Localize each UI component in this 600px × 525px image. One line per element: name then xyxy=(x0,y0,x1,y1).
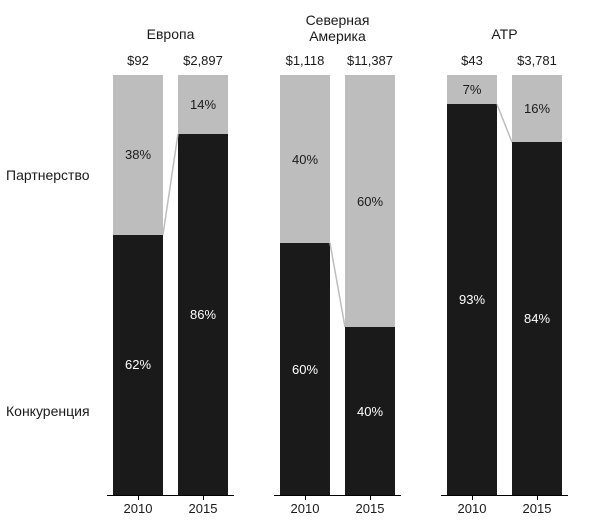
segment-label: 40% xyxy=(292,152,318,167)
side-label-partnership: Партнерство xyxy=(6,167,90,183)
segment-label: 14% xyxy=(190,97,216,112)
segment-partnership: 38% xyxy=(113,75,163,235)
axis-tick xyxy=(305,495,306,500)
segment-competition: 40% xyxy=(345,327,395,495)
segment-label: 84% xyxy=(524,311,550,326)
segment-label: 38% xyxy=(125,147,151,162)
segment-label: 86% xyxy=(190,307,216,322)
stacked-bar: 14% 86% xyxy=(178,75,228,495)
bar-year-label: 2010 xyxy=(113,501,163,516)
axis-baseline xyxy=(441,495,568,496)
axis-tick xyxy=(472,495,473,500)
axis-tick xyxy=(203,495,204,500)
segment-label: 62% xyxy=(125,357,151,372)
stacked-bar: 60% 40% xyxy=(345,75,395,495)
bar-total-value: $11,387 xyxy=(335,53,405,68)
side-label-competition: Конкуренция xyxy=(6,403,90,419)
region-header-atr: АТР xyxy=(435,26,575,42)
bar-year-label: 2015 xyxy=(178,501,228,516)
axis-baseline xyxy=(274,495,401,496)
segment-label: 7% xyxy=(463,82,482,97)
segment-competition: 93% xyxy=(447,104,497,495)
segment-competition: 62% xyxy=(113,235,163,495)
segment-partnership: 7% xyxy=(447,75,497,104)
bar-year-label: 2010 xyxy=(280,501,330,516)
region-header-north-america: Северная Америка xyxy=(268,12,408,44)
bar-year-label: 2015 xyxy=(512,501,562,516)
segment-partnership: 60% xyxy=(345,75,395,327)
axis-tick xyxy=(370,495,371,500)
stacked-bar: 16% 84% xyxy=(512,75,562,495)
segment-label: 93% xyxy=(459,292,485,307)
bar-total-value: $43 xyxy=(437,53,507,68)
segment-label: 60% xyxy=(292,362,318,377)
segment-label: 16% xyxy=(524,101,550,116)
segment-label: 40% xyxy=(357,404,383,419)
bar-total-value: $92 xyxy=(103,53,173,68)
bar-year-label: 2015 xyxy=(345,501,395,516)
axis-baseline xyxy=(107,495,234,496)
segment-label: 60% xyxy=(357,194,383,209)
bar-total-value: $1,118 xyxy=(270,53,340,68)
region-header-europe: Европа xyxy=(101,26,241,42)
stacked-bar: 38% 62% xyxy=(113,75,163,495)
stacked-bar: 40% 60% xyxy=(280,75,330,495)
stacked-bar: 7% 93% xyxy=(447,75,497,495)
segment-partnership: 40% xyxy=(280,75,330,243)
segment-partnership: 14% xyxy=(178,75,228,134)
bar-year-label: 2010 xyxy=(447,501,497,516)
axis-tick xyxy=(138,495,139,500)
segment-competition: 86% xyxy=(178,134,228,495)
axis-tick xyxy=(537,495,538,500)
bar-total-value: $3,781 xyxy=(502,53,572,68)
bar-total-value: $2,897 xyxy=(168,53,238,68)
segment-competition: 60% xyxy=(280,243,330,495)
segment-competition: 84% xyxy=(512,142,562,495)
segment-partnership: 16% xyxy=(512,75,562,142)
stacked-bar-chart: Партнерство Конкуренция Европа $92 38% 62% 201… xyxy=(0,0,600,525)
